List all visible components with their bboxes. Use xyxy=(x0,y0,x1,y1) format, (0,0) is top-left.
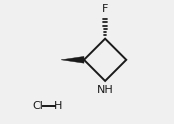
Text: H: H xyxy=(54,101,62,111)
Text: Cl: Cl xyxy=(32,101,43,111)
Text: NH: NH xyxy=(97,85,113,95)
Polygon shape xyxy=(61,56,84,63)
Text: F: F xyxy=(102,4,108,14)
